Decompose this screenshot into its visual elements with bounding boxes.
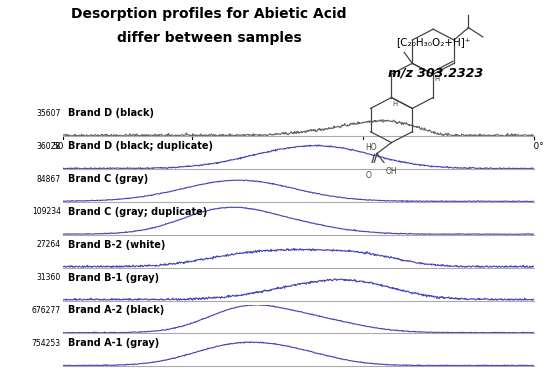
- Text: 27264: 27264: [37, 240, 61, 249]
- Text: 84867: 84867: [37, 175, 61, 184]
- Text: m/z 303.2323: m/z 303.2323: [388, 67, 483, 80]
- Text: Brand C (gray; duplicate): Brand C (gray; duplicate): [68, 207, 207, 217]
- Text: Brand D (black; duplicate): Brand D (black; duplicate): [68, 141, 213, 151]
- Text: HO: HO: [365, 143, 377, 152]
- Text: H: H: [392, 101, 398, 107]
- Text: Brand B-2 (white): Brand B-2 (white): [68, 240, 166, 250]
- Text: O: O: [366, 171, 372, 179]
- Text: Brand A-2 (black): Brand A-2 (black): [68, 305, 164, 316]
- Text: 676277: 676277: [32, 306, 61, 315]
- Text: H: H: [434, 76, 440, 82]
- Text: [C₂₀H₃₀O₂+H]⁺: [C₂₀H₃₀O₂+H]⁺: [396, 37, 470, 47]
- Text: OH: OH: [386, 166, 398, 176]
- Text: 35607: 35607: [36, 109, 61, 118]
- Text: Desorption profiles for Abietic Acid: Desorption profiles for Abietic Acid: [72, 7, 346, 21]
- Text: 754253: 754253: [32, 339, 61, 348]
- Text: 36028: 36028: [37, 142, 61, 151]
- Text: differ between samples: differ between samples: [117, 31, 301, 46]
- Text: Brand C (gray): Brand C (gray): [68, 174, 148, 184]
- Text: Brand A-1 (gray): Brand A-1 (gray): [68, 338, 159, 348]
- Text: 109234: 109234: [32, 208, 61, 216]
- Text: Brand B-1 (gray): Brand B-1 (gray): [68, 273, 159, 283]
- Text: 31360: 31360: [37, 273, 61, 282]
- Text: Brand D (black): Brand D (black): [68, 108, 154, 118]
